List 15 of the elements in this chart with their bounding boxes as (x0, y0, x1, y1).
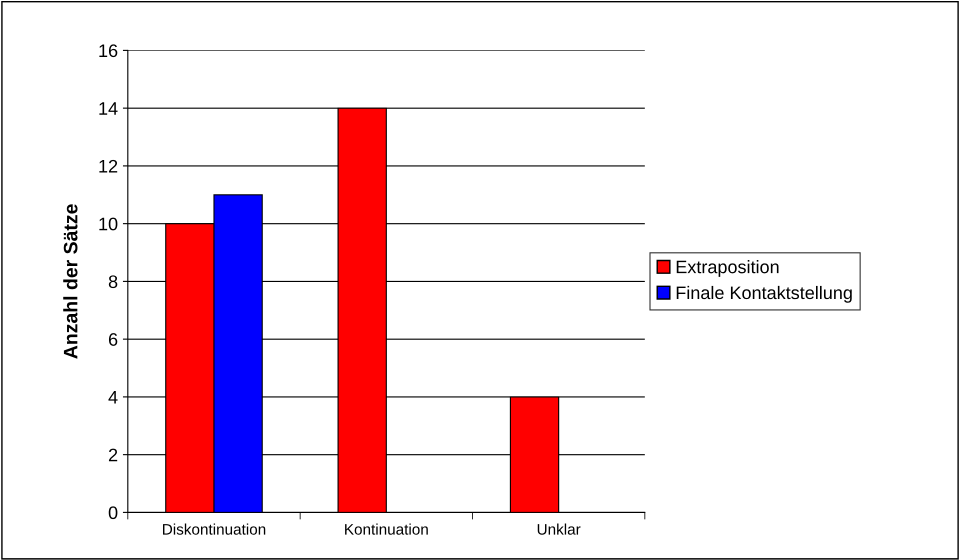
legend-label: Extraposition (676, 260, 778, 277)
y-tick-label: 10 (99, 218, 118, 230)
y-axis-title: Anzahl der Sätze (63, 204, 78, 359)
y-tick-label: 2 (108, 448, 118, 462)
y-tick-label: 16 (99, 44, 118, 58)
x-tick-label: Kontinuation (345, 524, 428, 535)
y-tick-label: 8 (108, 275, 118, 288)
legend-label: Finale Kontaktstellung (676, 286, 852, 303)
x-tick-label: Unklar (538, 524, 580, 535)
y-tick-label: 0 (108, 506, 118, 520)
x-tick-label: Diskontinuation (163, 524, 266, 535)
y-tick-label: 6 (108, 333, 118, 346)
y-tick-label: 4 (108, 391, 118, 404)
y-tick-label: 12 (99, 160, 118, 172)
y-tick-label: 14 (99, 102, 118, 115)
